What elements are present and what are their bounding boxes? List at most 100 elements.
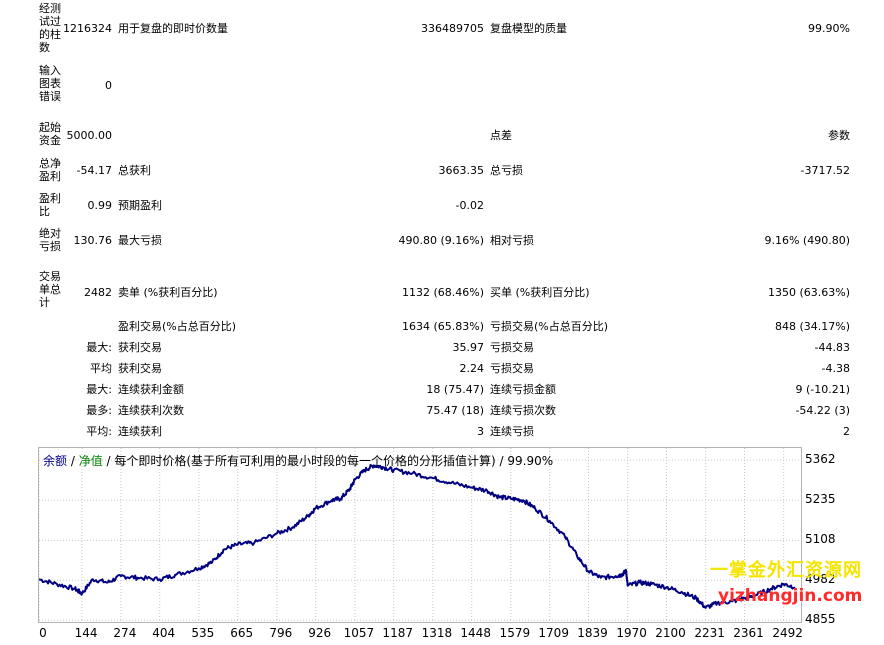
total-trades-value: 2482 [84, 286, 112, 299]
short-positions-label: 卖单 (%获利百分比) [118, 286, 218, 299]
profit-trades-value: 1634 (65.83%) [401, 320, 484, 333]
avg-consecutive-losses-value: 2 [843, 425, 850, 438]
net-profit-value: -54.17 [76, 164, 112, 177]
x-tick-label: 1318 [421, 626, 453, 640]
x-tick-label: 2231 [694, 626, 725, 640]
maximal-drawdown-value: 490.80 (9.16%) [398, 234, 484, 247]
loss-trades-value: 848 (34.17%) [774, 320, 850, 333]
max-consecutive-wins-count-value: 75.47 (18) [426, 404, 484, 417]
ticks-modelled-label: 用于复盘的即时价数量 [118, 22, 228, 35]
gross-profit-value: 3663.35 [438, 164, 485, 177]
x-tick-label: 0 [39, 626, 47, 640]
profit-factor-value: 0.99 [87, 199, 113, 212]
x-tick-label: 404 [152, 626, 176, 640]
x-tick-label: 665 [230, 626, 254, 640]
largest-loss-trade-label: 亏损交易 [490, 341, 534, 354]
avg-prefix: 平均: [86, 425, 112, 438]
avg-consecutive-wins-label: 连续获利 [118, 425, 162, 438]
relative-drawdown-label: 相对亏损 [490, 234, 534, 247]
x-tick-label: 2492 [772, 626, 803, 640]
largest-loss-trade-value: -44.83 [814, 341, 850, 354]
maximal-drawdown-label: 最大亏损 [118, 234, 162, 247]
profit-trades-label: 盈利交易(%占总百分比) [118, 320, 237, 333]
bars-tested-value: 1216324 [63, 22, 112, 35]
maximum-prefix: 最大: [86, 383, 112, 396]
chart-grid [39, 448, 801, 622]
max-consecutive-losses-count-label: 连续亏损次数 [490, 404, 556, 417]
maximal-prefix: 最多: [86, 404, 112, 417]
x-tick-label: 2100 [655, 626, 686, 640]
x-tick-label: 1839 [577, 626, 608, 640]
max-consecutive-losses-count-value: -54.22 (3) [795, 404, 850, 417]
x-tick-label: 274 [113, 626, 137, 640]
balance-chart: 余额 / 净值 / 每个即时价格(基于所有可利用的最小时段的每一个价格的分形插值… [38, 447, 802, 623]
relative-drawdown-value: 9.16% (490.80) [764, 234, 850, 247]
y-tick-label: 4982 [805, 572, 836, 587]
average-profit-trade-label: 获利交易 [118, 362, 162, 375]
expected-payoff-label: 预期盈利 [118, 199, 162, 212]
largest-profit-trade-value: 35.97 [452, 341, 485, 354]
legend-equity: 净值 [78, 454, 103, 468]
legend-balance: 余额 [43, 454, 68, 468]
x-tick-label: 1448 [460, 626, 491, 640]
largest-prefix: 最大: [86, 341, 112, 354]
net-profit-label: 总净盈利 [39, 157, 61, 183]
ticks-modelled-value: 336489705 [421, 22, 484, 35]
y-tick-label: 5235 [805, 492, 836, 507]
x-tick-label: 1187 [382, 626, 413, 640]
avg-consecutive-wins-value: 3 [477, 425, 484, 438]
modelling-quality-value: 99.90% [808, 22, 850, 35]
modelling-quality-label: 复盘模型的质量 [490, 22, 567, 35]
legend-separator-2: / [102, 454, 115, 468]
gross-profit-label: 总获利 [118, 164, 151, 177]
watermark-url: yizhangjin.com [718, 586, 863, 606]
x-tick-label: 1057 [343, 626, 375, 640]
initial-deposit-label: 起始资金 [39, 121, 61, 147]
average-prefix: 平均 [90, 362, 112, 375]
x-tick-label: 1970 [616, 626, 647, 640]
max-consecutive-wins-count-label: 连续获利次数 [118, 404, 184, 417]
legend-description: 每个即时价格(基于所有可利用的最小时段的每一个价格的分形插值计算) / 99.9… [114, 454, 554, 468]
gross-loss-label: 总亏损 [490, 164, 523, 177]
total-trades-label: 交易单总计 [39, 270, 61, 309]
max-consecutive-losses-amount-value: 9 (-10.21) [795, 383, 850, 396]
max-consecutive-wins-amount-value: 18 (75.47) [426, 383, 484, 396]
x-tick-label: 1579 [499, 626, 531, 640]
x-tick-label: 926 [308, 626, 332, 640]
x-tick-label: 2361 [733, 626, 764, 640]
absolute-drawdown-label: 绝对亏损 [39, 227, 61, 253]
average-loss-trade-label: 亏损交易 [490, 362, 534, 375]
mismatched-errors-label: 输入图表错误 [39, 64, 61, 103]
mismatched-errors-value: 0 [105, 79, 112, 92]
max-consecutive-losses-amount-label: 连续亏损金额 [490, 383, 556, 396]
expected-payoff-value: -0.02 [455, 199, 484, 212]
long-positions-value: 1350 (63.63%) [767, 286, 850, 299]
average-loss-trade-value: -4.38 [821, 362, 850, 375]
max-consecutive-wins-amount-label: 连续获利金额 [118, 383, 184, 396]
chart-legend: 余额 / 净值 / 每个即时价格(基于所有可利用的最小时段的每一个价格的分形插值… [43, 452, 553, 469]
loss-trades-label: 亏损交易(%占总百分比) [490, 320, 609, 333]
x-tick-label: 144 [74, 626, 98, 640]
x-tick-label: 1709 [538, 626, 569, 640]
y-tick-label: 5108 [805, 532, 836, 547]
average-profit-trade-value: 2.24 [459, 362, 485, 375]
x-tick-label: 796 [269, 626, 293, 640]
long-positions-label: 买单 (%获利百分比) [490, 286, 590, 299]
absolute-drawdown-value: 130.76 [73, 234, 113, 247]
balance-line [39, 464, 796, 609]
y-tick-label: 4855 [805, 612, 836, 627]
x-tick-label: 535 [191, 626, 215, 640]
balance-chart-svg [39, 448, 801, 622]
test-report-summary: 经测试过的柱数 1216324 用于复盘的即时价数量 336489705 复盘模… [39, 2, 850, 438]
initial-deposit-value: 5000.00 [66, 129, 113, 142]
spread-label: 点差 [490, 129, 512, 142]
bars-tested-label: 经测试过的柱数 [39, 2, 61, 54]
gross-loss-value: -3717.52 [800, 164, 850, 177]
legend-separator-1: / [67, 454, 79, 468]
watermark-title: 一掌金外汇资源网 [710, 560, 862, 581]
profit-factor-label: 盈利比 [39, 192, 61, 218]
spread-value: 参数 [828, 129, 850, 142]
site-watermark: 一掌金外汇资源网 yizhangjin.com [706, 556, 876, 612]
largest-profit-trade-label: 获利交易 [118, 341, 162, 354]
y-tick-label: 5362 [805, 452, 836, 467]
